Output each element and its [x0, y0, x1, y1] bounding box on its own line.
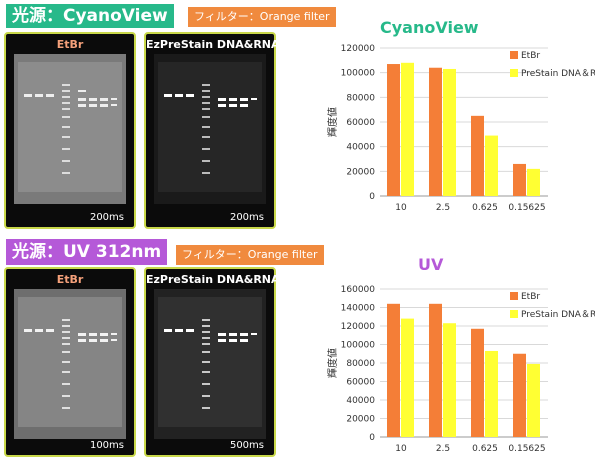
gel-image-prestain: EzPreStain DNA&RNA 500ms [144, 267, 280, 457]
exposure-time: 500ms [229, 440, 264, 451]
legend-swatch [510, 51, 518, 59]
bar-prestain [401, 62, 414, 196]
legend-label: EtBr [521, 292, 540, 302]
legend-swatch [510, 69, 518, 77]
bar-prestain [527, 168, 540, 196]
gel-image-etbr: EtBr 100ms [4, 267, 136, 457]
uv-panel: 光源：UV 312nm フィルター：Orange filter EtBr 100… [0, 229, 600, 458]
filter-label: フィルター：Orange filter [176, 245, 324, 265]
bar-etbr [387, 303, 400, 437]
y-tick-label: 20000 [346, 167, 375, 177]
bar-etbr [429, 67, 442, 196]
bar-etbr [513, 163, 526, 196]
y-axis-label: 輝度値 [326, 107, 339, 137]
chart-title: UV [418, 255, 444, 274]
bar-etbr [387, 64, 400, 197]
x-tick-label: 10 [395, 203, 407, 213]
y-tick-label: 40000 [346, 143, 375, 153]
x-tick-label: 0.625 [472, 203, 498, 213]
bar-prestain [527, 363, 540, 437]
gel-label: EzPreStain DNA&RNA [146, 38, 280, 51]
legend-label: PreStain DNA＆RNA [521, 310, 595, 320]
y-tick-label: 60000 [346, 118, 375, 128]
bar-chart-cyanoview: 0 20000 40000 60000 80000 100000 120000 輝度値 10 2.… [326, 44, 595, 213]
x-tick-label: 0.625 [472, 444, 498, 453]
gel-label: EtBr [56, 38, 84, 51]
light-source-title: 光源：UV 312nm [6, 239, 168, 265]
y-tick-label: 120000 [341, 322, 376, 332]
bar-etbr [471, 328, 484, 437]
y-tick-label: 20000 [346, 415, 375, 425]
x-tick-label: 0.15625 [508, 444, 545, 453]
y-tick-label: 100000 [341, 341, 376, 351]
exposure-time: 200ms [89, 212, 124, 223]
y-tick-label: 60000 [346, 378, 375, 388]
bar-etbr [471, 115, 484, 196]
bar-prestain [401, 318, 414, 437]
filter-label: フィルター：Orange filter [188, 7, 336, 27]
y-axis-label: 輝度値 [326, 348, 339, 378]
x-tick-label: 0.15625 [508, 203, 545, 213]
bar-prestain [443, 68, 456, 196]
x-tick-label: 10 [395, 444, 407, 453]
bar-etbr [513, 353, 526, 437]
y-tick-label: 140000 [341, 304, 376, 314]
y-tick-label: 100000 [341, 69, 376, 79]
light-source-title: 光源：CyanoView [6, 4, 174, 28]
legend-swatch [510, 292, 518, 300]
y-tick-label: 0 [369, 192, 375, 202]
x-tick-label: 2.5 [436, 203, 450, 213]
cyanoview-panel: 光源：CyanoView フィルター：Orange filter EtBr 20… [4, 4, 595, 229]
x-tick-label: 2.5 [436, 444, 450, 453]
gel-label: EzPreStain DNA&RNA [146, 273, 280, 286]
gel-label: EtBr [56, 273, 84, 286]
exposure-time: 100ms [89, 440, 124, 451]
bar-prestain [485, 350, 498, 437]
legend-label: PreStain DNA＆RNA [521, 69, 595, 79]
legend-swatch [510, 310, 518, 318]
y-tick-label: 40000 [346, 396, 375, 406]
gel-image-etbr: EtBr 200ms [4, 32, 136, 229]
gel-image-prestain: EzPreStain DNA&RNA 200ms [144, 32, 280, 229]
y-tick-label: 160000 [341, 285, 376, 295]
gel-photo [14, 54, 126, 204]
exposure-time: 200ms [229, 212, 264, 223]
y-tick-label: 80000 [346, 93, 375, 103]
gel-photo [14, 289, 126, 439]
bar-prestain [443, 323, 456, 437]
chart-title: CyanoView [380, 18, 479, 37]
y-tick-label: 80000 [346, 359, 375, 369]
gel-photo [154, 289, 266, 439]
y-tick-label: 120000 [341, 44, 376, 54]
bar-etbr [429, 303, 442, 437]
y-tick-label: 0 [369, 433, 375, 443]
bar-prestain [485, 135, 498, 196]
legend-label: EtBr [521, 51, 540, 61]
gel-photo [154, 54, 266, 204]
bar-chart-uv: 0 20000 40000 60000 80000 100000 120000 140000 1… [326, 285, 595, 453]
